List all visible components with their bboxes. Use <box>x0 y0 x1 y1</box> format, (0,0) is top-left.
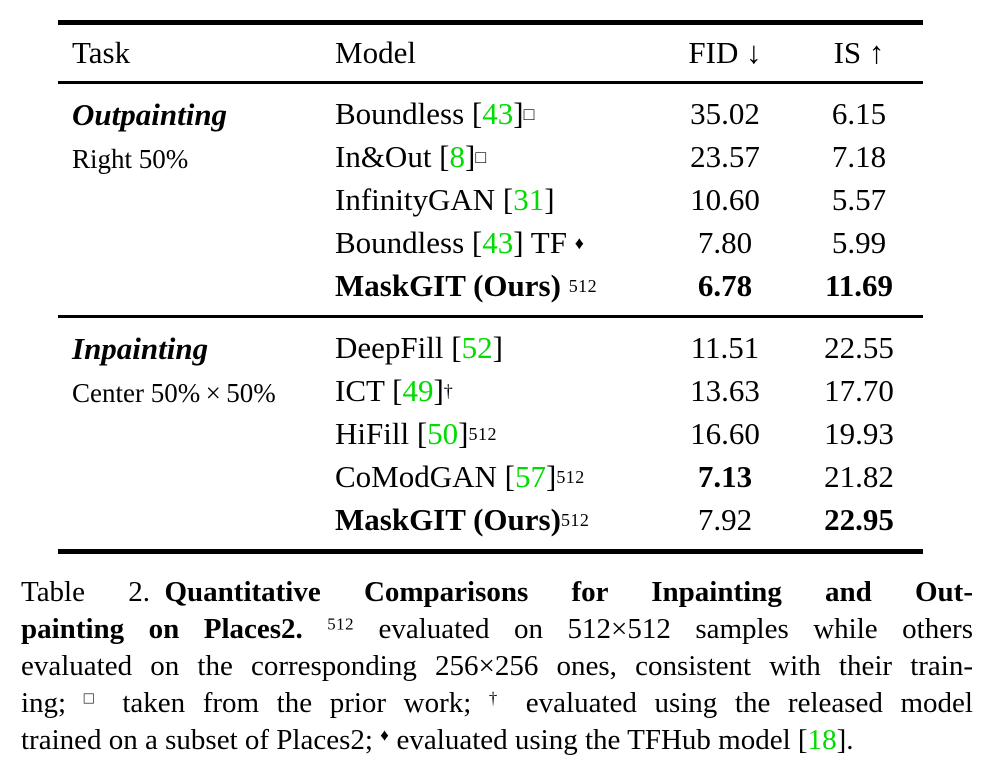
table-header-rule <box>58 81 923 84</box>
text-run: ] <box>433 372 444 408</box>
model-cell: Boundless [43] TF ♦ <box>335 224 585 260</box>
text-run: evaluated on the corresponding 256×256 o… <box>21 650 973 682</box>
text-run: HiFill [ <box>335 415 428 451</box>
is-value: 21.82 <box>824 458 894 494</box>
fid-value: 7.92 <box>697 501 753 537</box>
text-run: Boundless [ <box>335 95 483 131</box>
text-run: painting on Places2. <box>21 613 303 645</box>
citation-number[interactable]: 31 <box>513 181 545 217</box>
text-run: trained on a subset of Places2; <box>21 724 381 756</box>
superscript-marker: † <box>488 688 509 708</box>
table-bottom-rule <box>58 549 923 554</box>
text-run: evaluated using the released model <box>508 687 973 719</box>
model-cell: HiFill [50] 512 <box>335 415 497 451</box>
fid-value: 6.78 <box>697 267 753 303</box>
paper-table-figure: Task Model FID ↓ IS ↑ Outpainting Right 5… <box>0 20 993 759</box>
task-subtitle: Right 50% <box>72 144 189 174</box>
table-body: Outpainting Right 50% Boundless [43] □ 35.02… <box>58 84 923 549</box>
table-top-rule <box>58 20 923 25</box>
model-cell: In&Out [8] □ <box>335 138 487 174</box>
task-block: Outpainting Right 50% <box>58 92 335 307</box>
table-header-row: Task Model FID ↓ IS ↑ <box>58 25 923 81</box>
fid-value: 35.02 <box>690 95 760 131</box>
model-cell: ICT [49] † <box>335 372 454 408</box>
model-cell: Boundless [43] □ <box>335 95 535 131</box>
citation-number[interactable]: 18 <box>807 724 837 756</box>
superscript-marker: ♦ <box>380 725 390 745</box>
is-value: 19.93 <box>824 415 894 451</box>
is-value: 22.95 <box>824 501 894 537</box>
text-run: evaluated on 512×512 samples while other… <box>353 613 974 645</box>
caption-line: ing; □ taken from the prior work; † eval… <box>21 685 973 722</box>
model-cell: CoModGAN [57] 512 <box>335 458 585 494</box>
col-header-model: Model <box>335 35 416 70</box>
table-mid-rule <box>58 315 923 318</box>
text-run: Table 2. <box>21 576 165 608</box>
citation-number[interactable]: 43 <box>482 95 514 131</box>
col-header-task: Task <box>72 35 131 70</box>
model-cell: MaskGIT (Ours) 512 <box>335 267 598 303</box>
text-run: ICT [ <box>335 372 403 408</box>
text-run: MaskGIT (Ours) <box>335 267 569 303</box>
fid-value: 10.60 <box>690 181 760 217</box>
fid-value: 7.13 <box>697 458 753 494</box>
model-cell: InfinityGAN [31] <box>335 178 645 221</box>
table-caption: Table 2. Quantitative Comparisons for In… <box>21 574 973 759</box>
fid-value: 16.60 <box>690 415 760 451</box>
results-table: Task Model FID ↓ IS ↑ Outpainting Right 5… <box>58 20 923 554</box>
text-run: evaluated using the TFHub model [ <box>389 724 808 756</box>
fid-value: 11.51 <box>690 329 760 365</box>
citation-number[interactable]: 49 <box>402 372 434 408</box>
superscript-marker: □ <box>83 688 105 708</box>
is-value: 5.57 <box>831 181 887 217</box>
fid-value: 23.57 <box>690 138 760 174</box>
is-value: 5.99 <box>831 224 887 260</box>
col-header-is: IS ↑ <box>833 35 885 70</box>
table-section: Inpainting Center 50% × 50% DeepFill [52] 1… <box>58 318 923 549</box>
task-block: Inpainting Center 50% × 50% <box>58 326 335 541</box>
is-value: 6.15 <box>831 95 887 131</box>
text-run: Boundless [ <box>335 224 483 260</box>
text-run: Quantitative Comparisons for Inpainting … <box>164 576 973 608</box>
caption-line: trained on a subset of Places2; ♦ evalua… <box>21 722 973 759</box>
text-run: ing; <box>21 687 84 719</box>
text-run: In&Out [ <box>335 138 450 174</box>
citation-number[interactable]: 8 <box>449 138 466 174</box>
text-run: CoModGAN [ <box>335 458 515 494</box>
caption-line: evaluated on the corresponding 256×256 o… <box>21 648 973 685</box>
superscript-marker: 512 <box>327 614 354 634</box>
citation-number[interactable]: 57 <box>514 458 546 494</box>
text-run: ]. <box>836 724 854 756</box>
caption-line: Table 2. Quantitative Comparisons for In… <box>21 574 973 611</box>
col-header-fid: FID ↓ <box>688 35 762 70</box>
text-run: MaskGIT (Ours) <box>335 501 561 537</box>
text-run: ] TF <box>513 224 575 260</box>
task-title: Outpainting <box>72 97 228 132</box>
is-value: 11.69 <box>824 267 894 303</box>
is-value: 17.70 <box>824 372 894 408</box>
model-cell: DeepFill [52] <box>335 326 645 369</box>
text-run: DeepFill [ <box>335 329 462 365</box>
task-subtitle: Center 50% × 50% <box>72 378 276 408</box>
is-value: 7.18 <box>831 138 887 174</box>
text-run <box>303 613 327 645</box>
fid-value: 13.63 <box>690 372 760 408</box>
fid-value: 7.80 <box>697 224 753 260</box>
text-run: ] <box>492 329 503 365</box>
text-run: InfinityGAN [ <box>335 181 514 217</box>
text-run: taken from the prior work; <box>104 687 489 719</box>
is-value: 22.55 <box>824 329 894 365</box>
task-title: Inpainting <box>72 331 209 366</box>
text-run: ] <box>544 181 555 217</box>
table-section: Outpainting Right 50% Boundless [43] □ 35.02… <box>58 84 923 315</box>
citation-number[interactable]: 52 <box>461 329 493 365</box>
text-run: ] <box>513 95 524 131</box>
citation-number[interactable]: 43 <box>482 224 514 260</box>
text-run: ] <box>458 415 469 451</box>
citation-number[interactable]: 50 <box>427 415 459 451</box>
text-run: ] <box>465 138 476 174</box>
text-run: ] <box>545 458 557 494</box>
model-cell: MaskGIT (Ours) 512 <box>335 501 590 537</box>
caption-line: painting on Places2. 512 evaluated on 51… <box>21 611 973 648</box>
